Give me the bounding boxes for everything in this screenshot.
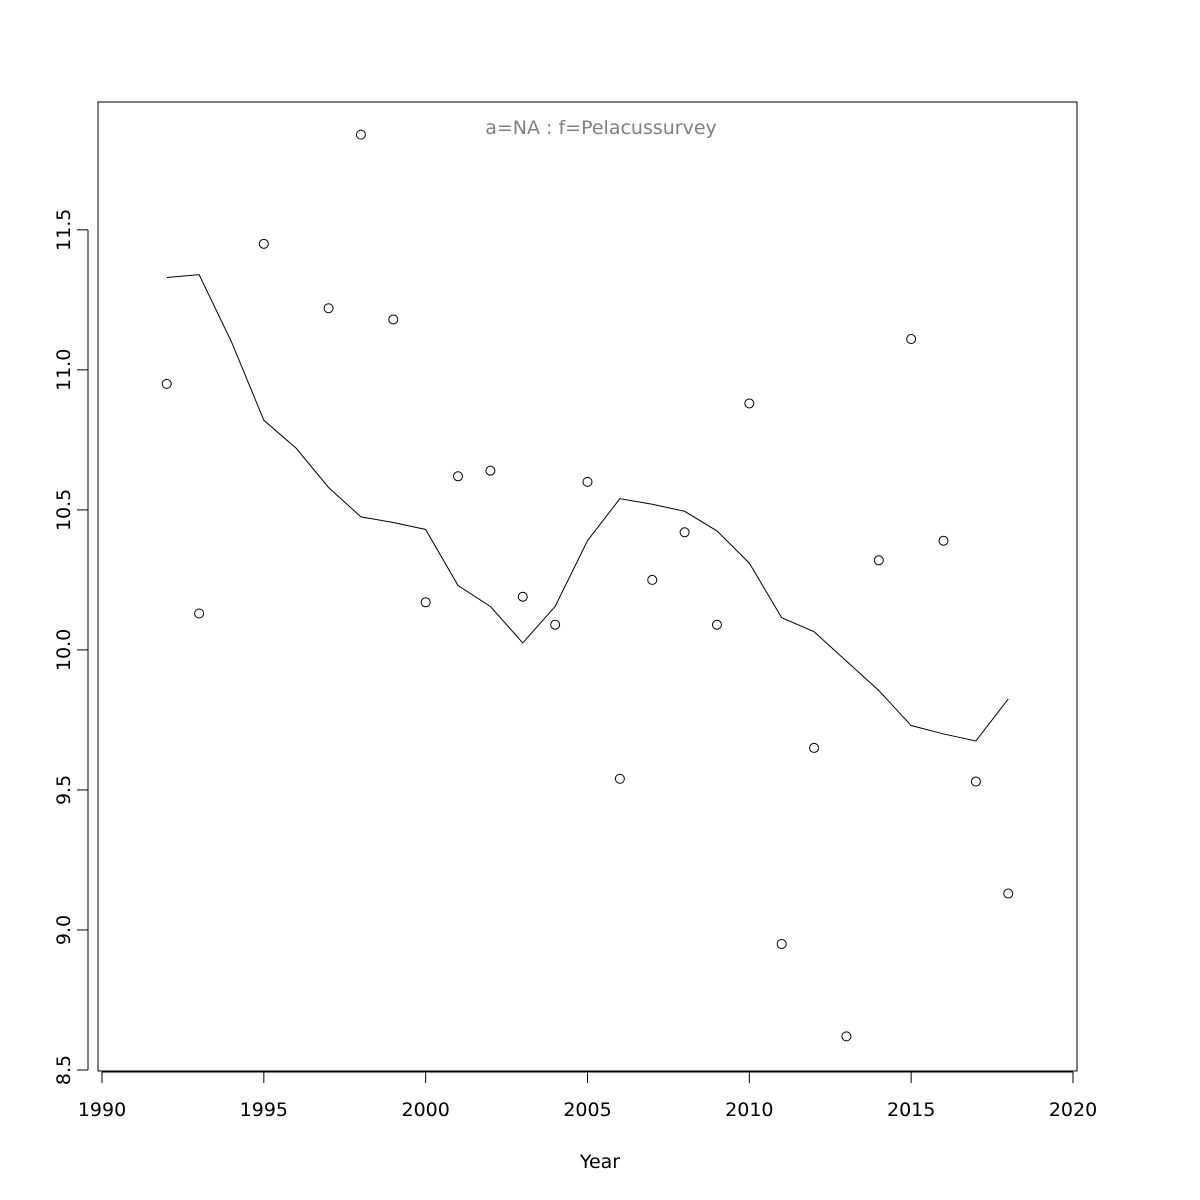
data-point — [841, 1031, 852, 1042]
trend-line-layer — [166, 274, 1009, 742]
data-point — [970, 776, 981, 787]
data-point — [776, 938, 787, 949]
data-point — [485, 465, 496, 476]
y-tick-label: 11.5 — [53, 209, 75, 251]
data-point — [517, 591, 528, 602]
x-tick-label: 1995 — [240, 1099, 288, 1121]
data-point — [388, 314, 399, 325]
data-point — [582, 476, 593, 487]
x-tick-label: 2005 — [563, 1099, 611, 1121]
data-point — [906, 334, 917, 345]
data-point — [744, 398, 755, 409]
data-point — [614, 773, 625, 784]
y-tick-label: 10.0 — [53, 629, 75, 671]
y-axis: 8.5 9.0 9.5 10.0 10.5 11.0 11.5 — [53, 209, 89, 1085]
data-point — [323, 303, 334, 314]
y-tick-label: 10.5 — [53, 489, 75, 531]
data-point — [1003, 888, 1014, 899]
data-point — [258, 238, 269, 249]
data-point — [194, 608, 205, 619]
data-point — [550, 619, 561, 630]
plot-frame — [97, 101, 1078, 1072]
plot-title: a=NA : f=Pelacussurvey — [485, 117, 717, 139]
y-tick-label: 11.0 — [53, 349, 75, 391]
data-point — [711, 619, 722, 630]
y-tick-label: 8.5 — [53, 1055, 75, 1085]
x-tick-label: 2000 — [401, 1099, 449, 1121]
data-point — [161, 378, 172, 389]
x-tick-label: 1990 — [78, 1099, 126, 1121]
data-point — [873, 555, 884, 566]
scatter-points-layer — [161, 129, 1014, 1042]
data-point — [938, 535, 949, 546]
y-tick-label: 9.0 — [53, 915, 75, 945]
x-tick-label: 2015 — [887, 1099, 935, 1121]
trend-line — [166, 274, 1009, 742]
data-point — [647, 574, 658, 585]
x-tick-label: 2010 — [725, 1099, 773, 1121]
data-point — [679, 527, 690, 538]
y-tick-label: 9.5 — [53, 775, 75, 805]
data-point — [420, 597, 431, 608]
data-point — [809, 742, 820, 753]
x-axis: 1990 1995 2000 2005 2010 2015 2020 — [78, 1071, 1097, 1121]
x-axis-title: Year — [579, 1151, 620, 1173]
data-point — [355, 129, 366, 140]
x-tick-label: 2020 — [1049, 1099, 1097, 1121]
data-point — [453, 471, 464, 482]
